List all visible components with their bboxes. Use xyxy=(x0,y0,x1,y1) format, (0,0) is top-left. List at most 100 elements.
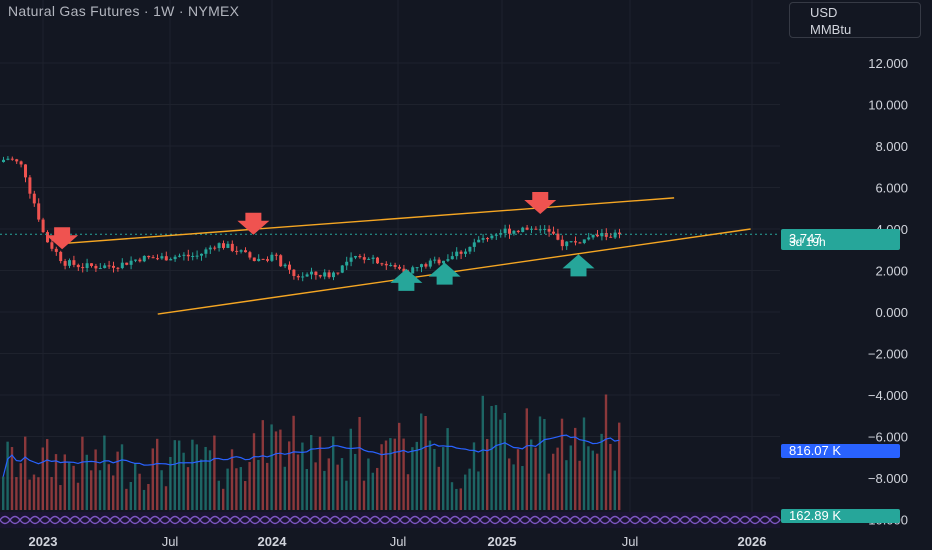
candle xyxy=(10,156,14,161)
candle xyxy=(327,269,331,279)
volume-bar xyxy=(90,470,93,510)
volume-ma-tag xyxy=(781,444,900,458)
volume-bar xyxy=(288,441,291,510)
candle xyxy=(244,247,247,253)
volume-bar xyxy=(415,441,418,510)
candle xyxy=(464,248,467,258)
volume-bars xyxy=(2,394,621,510)
volume-bar xyxy=(142,489,146,510)
volume-bar xyxy=(54,454,58,510)
volume-bar xyxy=(314,462,317,510)
volume-bar xyxy=(257,459,260,510)
volume-last-tag xyxy=(781,509,900,523)
candle xyxy=(156,254,159,261)
candle xyxy=(596,230,599,238)
volume-bar xyxy=(46,439,49,510)
volume-bar xyxy=(279,429,282,510)
y-tick-label: −2.000 xyxy=(868,347,908,362)
candle xyxy=(305,272,309,277)
last-price-label: 3.747 xyxy=(789,231,822,246)
volume-bar xyxy=(81,436,84,510)
candle xyxy=(521,226,525,233)
candle xyxy=(446,254,450,263)
candle xyxy=(547,225,551,237)
candle xyxy=(437,257,441,266)
candle xyxy=(310,267,313,280)
volume-bar xyxy=(213,435,216,510)
volume-bar xyxy=(574,427,577,510)
candle xyxy=(490,234,494,240)
volume-bar xyxy=(481,395,484,510)
volume-bar xyxy=(68,462,71,510)
volume-bar xyxy=(283,466,286,510)
candle xyxy=(371,254,375,264)
x-tick-label: Jul xyxy=(162,534,179,549)
volume-bar xyxy=(323,470,326,510)
wave-glyph xyxy=(769,515,781,525)
volume-bar xyxy=(28,479,31,510)
volume-bar xyxy=(15,477,18,510)
candle xyxy=(411,265,415,274)
candle xyxy=(424,262,428,269)
sell-arrow-icon xyxy=(237,212,270,235)
candle xyxy=(380,262,384,267)
volume-bar xyxy=(543,418,546,510)
volume-bar xyxy=(261,420,264,510)
volume-bar xyxy=(345,480,348,510)
y-tick-label: 2.000 xyxy=(875,264,908,279)
candle xyxy=(230,240,234,253)
volume-bar xyxy=(151,448,154,510)
candle xyxy=(578,241,582,244)
volume-bar xyxy=(164,486,168,510)
volume-bar xyxy=(530,439,533,510)
y-tick-label: 12.000 xyxy=(868,56,908,71)
candle xyxy=(217,242,221,252)
volume-bar xyxy=(107,464,110,510)
volume-bar xyxy=(120,444,124,510)
x-tick-label: 2026 xyxy=(738,534,767,549)
volume-bar xyxy=(468,468,471,510)
candle xyxy=(530,226,533,234)
candle xyxy=(288,261,291,274)
candle xyxy=(266,256,269,263)
candle xyxy=(318,274,322,279)
candle xyxy=(164,251,168,261)
volume-bar xyxy=(173,440,176,510)
volume-bar xyxy=(310,435,313,510)
candle xyxy=(345,256,349,271)
candle xyxy=(90,263,93,268)
candle xyxy=(323,269,327,280)
volume-bar xyxy=(490,405,493,510)
volume-bar xyxy=(349,428,352,510)
volume-bar xyxy=(393,438,396,510)
volume-bar xyxy=(472,442,476,510)
unit-selector[interactable]: USD MMBtu xyxy=(789,2,921,38)
channel-upper-line[interactable] xyxy=(62,197,675,245)
volume-bar xyxy=(125,488,128,510)
volume-bar xyxy=(398,422,401,510)
volume-bar xyxy=(538,416,542,510)
candle xyxy=(235,246,239,255)
countdown-label: 3d 19h xyxy=(789,235,826,249)
volume-bar xyxy=(332,436,335,510)
volume-bar xyxy=(464,474,467,510)
volume-bar xyxy=(402,438,405,510)
volume-bar xyxy=(239,467,242,510)
volume-bar xyxy=(98,470,102,510)
volume-bar xyxy=(129,481,132,510)
volume-bar xyxy=(503,412,506,510)
volume-bar xyxy=(94,449,97,510)
candle xyxy=(2,156,5,163)
x-tick-label: Jul xyxy=(390,534,407,549)
candle xyxy=(28,175,32,199)
volume-bar xyxy=(512,464,515,510)
volume-bar xyxy=(195,444,198,510)
volume-ma-line xyxy=(2,434,620,477)
candle xyxy=(63,258,67,270)
candle xyxy=(609,232,613,238)
candle xyxy=(213,245,217,251)
candle xyxy=(512,230,516,236)
volume-bar xyxy=(200,459,203,510)
candle xyxy=(538,225,542,234)
